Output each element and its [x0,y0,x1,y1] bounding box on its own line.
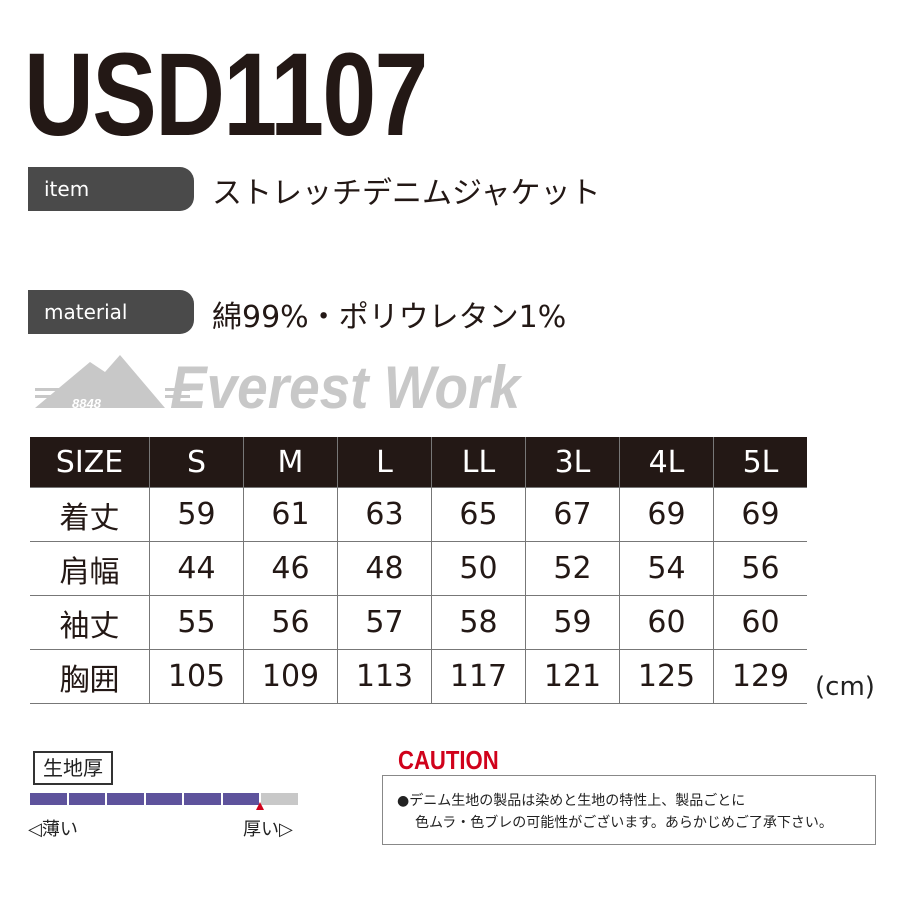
table-cell: 125 [619,649,714,704]
table-cell: 105 [149,649,244,704]
table-cell: 50 [431,541,526,596]
table-cell: 60 [619,595,714,650]
header-cell: LL [431,437,526,488]
svg-text:Everest Work: Everest Work [170,354,522,415]
table-cell: 113 [337,649,432,704]
table-cell: 61 [243,487,338,542]
row-label: 肩幅 [30,541,150,596]
row-label: 胸囲 [30,649,150,704]
table-cell: 59 [525,595,620,650]
thickness-bar [30,793,299,805]
table-cell: 129 [713,649,807,704]
header-cell: 4L [619,437,714,488]
table-row: 肩幅 44 46 48 50 52 54 56 [30,541,807,596]
thickness-marker-icon [255,802,264,810]
table-cell: 63 [337,487,432,542]
table-cell: 67 [525,487,620,542]
table-row: 袖丈 55 56 57 58 59 60 60 [30,595,807,650]
header-cell: 3L [525,437,620,488]
header-cell: M [243,437,338,488]
table-cell: 69 [713,487,807,542]
thick-label: 厚い▷ [243,819,293,840]
table-cell: 59 [149,487,244,542]
table-row: 着丈 59 61 63 65 67 69 69 [30,487,807,542]
header-cell: S [149,437,244,488]
caution-line: ●デニム生地の製品は染めと生地の特性上、製品ごとに [397,793,746,809]
table-cell: 55 [149,595,244,650]
thickness-segment [222,793,260,805]
material-label: material [28,290,194,334]
thin-label: ◁薄い [28,819,78,840]
table-cell: 56 [243,595,338,650]
table-cell: 52 [525,541,620,596]
caution-line: 色ムラ・色ブレの可能性がございます。あらかじめご了承下さい。 [415,815,833,831]
table-cell: 60 [713,595,807,650]
caution-title: CAUTION [398,745,499,775]
table-cell: 109 [243,649,338,704]
material-value: 綿99%・ポリウレタン1% [212,300,567,335]
fabric-thickness-label: 生地厚 [33,751,113,785]
row-label: 着丈 [30,487,150,542]
thickness-segment [145,793,183,805]
table-cell: 56 [713,541,807,596]
table-cell: 48 [337,541,432,596]
table-header-row: SIZE S M L LL 3L 4L 5L [30,437,807,488]
table-cell: 121 [525,649,620,704]
table-cell: 46 [243,541,338,596]
table-cell: 58 [431,595,526,650]
table-row: 胸囲 105 109 113 117 121 125 129 [30,649,807,704]
header-cell: 5L [713,437,807,488]
thickness-segment [68,793,106,805]
size-table: SIZE S M L LL 3L 4L 5L 着丈 59 61 63 65 67 69 69 肩… [30,437,807,704]
svg-text:8848: 8848 [72,396,102,411]
table-cell: 54 [619,541,714,596]
unit-label: (cm) [815,672,875,702]
table-cell: 65 [431,487,526,542]
product-code: USD1107 [24,29,428,161]
mountain-icon: 8848 Everest Work [35,354,522,421]
item-label: item [28,167,194,211]
table-cell: 44 [149,541,244,596]
brand-logo: 8848 Everest Work [30,350,530,421]
thickness-segment [107,793,144,805]
thickness-segment [184,793,221,805]
row-label: 袖丈 [30,595,150,650]
thickness-segment [30,793,67,805]
header-cell: L [337,437,432,488]
header-cell: SIZE [30,437,150,488]
item-value: ストレッチデニムジャケット [212,176,601,211]
table-cell: 57 [337,595,432,650]
thickness-segment [261,793,299,805]
caution-box: ●デニム生地の製品は染めと生地の特性上、製品ごとに 色ムラ・色ブレの可能性がござ… [382,775,876,845]
table-cell: 69 [619,487,714,542]
table-cell: 117 [431,649,526,704]
